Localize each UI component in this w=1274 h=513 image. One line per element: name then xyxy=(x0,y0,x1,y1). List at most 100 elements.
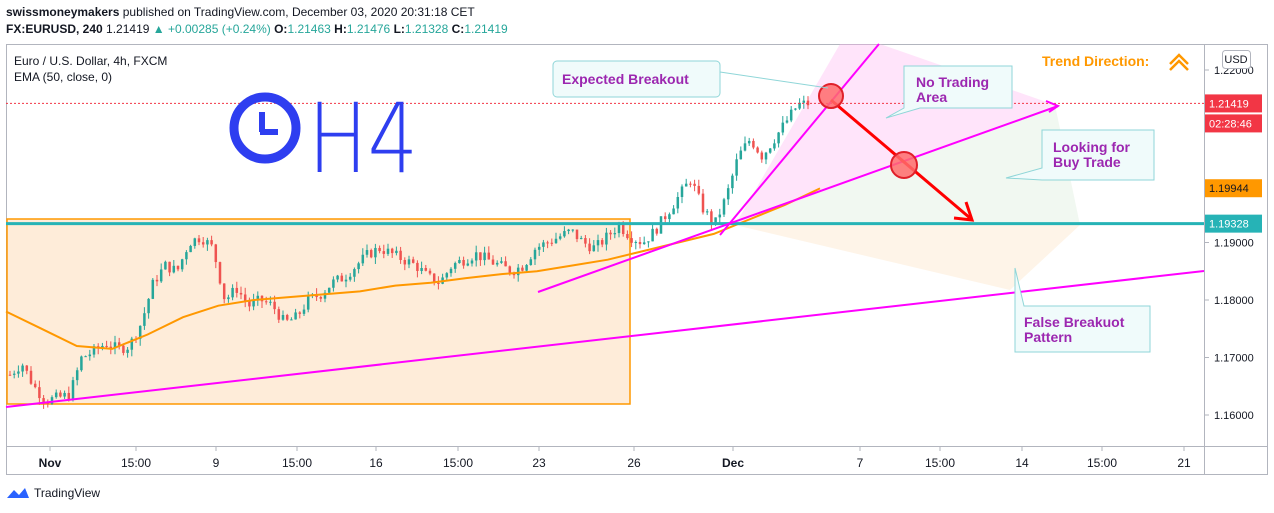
candle-body xyxy=(764,152,768,160)
candle-body xyxy=(617,224,621,234)
low-label: L: xyxy=(393,22,405,36)
long-trendline[interactable] xyxy=(5,270,1205,408)
tradingview-logo-icon xyxy=(7,488,29,498)
candle-body xyxy=(353,269,356,277)
candle-body xyxy=(407,259,411,265)
candle-body xyxy=(558,236,562,239)
candle-body xyxy=(227,297,230,300)
clock-icon xyxy=(229,92,301,164)
time-tick-label: 14 xyxy=(1015,456,1029,470)
candle-body xyxy=(508,266,512,274)
time-tick-label: 7 xyxy=(857,456,864,470)
currency-label: USD xyxy=(1224,54,1247,66)
price-axis[interactable] xyxy=(1204,44,1268,475)
time-tick-label: 15:00 xyxy=(282,456,312,470)
price-tick-label: 1.17000 xyxy=(1214,353,1254,365)
candle-body xyxy=(273,301,276,310)
candle-body xyxy=(327,287,331,293)
buy-trade-callout[interactable]: Looking for Buy Trade xyxy=(1005,129,1155,181)
ema-line[interactable] xyxy=(5,187,821,350)
candle-body xyxy=(798,102,801,109)
steep-trendline[interactable] xyxy=(719,43,880,236)
candle-body xyxy=(306,295,310,310)
candle-body xyxy=(277,309,281,320)
candle-body xyxy=(760,152,764,160)
candle-body xyxy=(630,238,633,243)
price-tick-label: 1.18000 xyxy=(1214,295,1254,307)
candle-body xyxy=(252,300,255,307)
candle-body xyxy=(743,143,747,151)
candle-body xyxy=(584,238,587,244)
candle-body xyxy=(105,345,108,347)
candle-body xyxy=(172,265,176,273)
candle-body xyxy=(462,259,465,266)
candle-body xyxy=(735,159,738,176)
candle-body xyxy=(294,312,297,320)
false-breakout-callout[interactable]: False Breakuot Pattern xyxy=(1014,267,1151,353)
change-value: ▲ +0.00285 (+0.24%) xyxy=(152,22,271,36)
false-breakout-fill xyxy=(735,225,1080,290)
candle-body xyxy=(794,108,797,110)
last-price: 1.21419 xyxy=(106,22,150,36)
candle-body xyxy=(495,262,499,265)
candle-body xyxy=(731,175,734,189)
candle-body xyxy=(239,292,243,295)
candle-body xyxy=(789,109,793,121)
open-label: O: xyxy=(274,22,288,36)
candle-body xyxy=(218,262,222,284)
no-trading-callout[interactable]: No Trading Area xyxy=(885,65,1013,119)
breakout-point-2[interactable] xyxy=(890,151,918,179)
candle-body xyxy=(256,295,260,301)
author-name[interactable]: swissmoneymakers xyxy=(6,5,120,19)
footer-brand[interactable]: TradingView xyxy=(34,486,101,500)
candle-body xyxy=(432,273,436,283)
candle-body xyxy=(84,356,87,358)
candle-body xyxy=(638,242,642,245)
candle-body xyxy=(336,275,339,280)
candle-body xyxy=(71,380,75,400)
time-tick-label: 16 xyxy=(369,456,383,470)
indicator-label[interactable]: EMA (50, close, 0) xyxy=(14,70,112,84)
published-text: published on TradingView.com, December 0… xyxy=(122,5,475,19)
consolidation-range[interactable] xyxy=(6,218,631,405)
candle-body xyxy=(180,259,184,270)
candle-body xyxy=(437,282,440,284)
candle-body xyxy=(483,252,486,261)
candle-body xyxy=(676,197,680,209)
price-tag-label: 1.19944 xyxy=(1209,183,1249,195)
candle-body xyxy=(458,259,461,264)
candle-body xyxy=(92,346,96,355)
mid-trendline[interactable] xyxy=(537,105,1059,293)
candle-body xyxy=(710,211,713,224)
candle-body xyxy=(390,248,394,254)
expected-breakout-callout[interactable]: Expected Breakout xyxy=(552,60,829,98)
candle-body xyxy=(651,228,654,242)
candle-body xyxy=(382,251,386,254)
no-trading-text-2: Area xyxy=(916,89,947,105)
price-tag-bg xyxy=(1205,94,1262,113)
candle-body xyxy=(185,252,188,260)
no-trading-text-1: No Trading xyxy=(916,74,989,90)
candle-body xyxy=(193,238,197,246)
candle-body xyxy=(122,345,125,353)
candles xyxy=(8,95,810,409)
candle-body xyxy=(605,232,608,245)
candle-body xyxy=(739,150,743,160)
buy-trade-text-1: Looking for xyxy=(1053,139,1131,155)
candle-body xyxy=(344,279,348,282)
candle-body xyxy=(689,183,692,185)
candle-body xyxy=(773,143,776,149)
candle-body xyxy=(588,243,591,252)
candle-body xyxy=(159,269,163,282)
candle-body xyxy=(781,122,785,133)
candle-body xyxy=(50,397,54,404)
candle-body xyxy=(634,242,638,244)
trend-direction-label: Trend Direction: xyxy=(1042,53,1149,69)
breakout-point-1[interactable] xyxy=(818,83,844,109)
currency-button[interactable] xyxy=(1222,50,1251,69)
candle-body xyxy=(168,261,171,273)
candle-body xyxy=(285,315,289,320)
candle-body xyxy=(176,265,180,270)
candle-body xyxy=(445,273,449,278)
